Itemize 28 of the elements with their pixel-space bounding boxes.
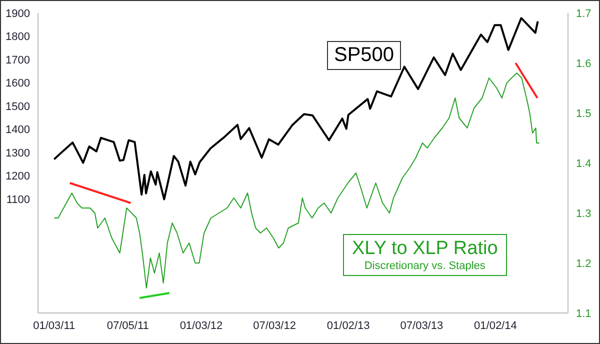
y-tick-label: 1400 [6,124,30,136]
x-tick-label: 07/03/13 [400,320,444,332]
y-tick-label: 1200 [6,170,30,183]
y2-tick-label: 1.5 [576,108,592,120]
y-tick-label: 1100 [6,194,30,206]
x-tick-label: 01/03/12 [180,320,223,332]
line-series [54,72,540,288]
y-tick-label: 1900 [6,8,30,20]
x-tick-label: 07/03/12 [253,320,296,332]
y-tick-label: 1600 [6,78,30,90]
x-tick-label: 01/03/11 [33,320,76,332]
x-tick-label: 01/02/14 [474,320,517,332]
y2-tick-label: 1.3 [576,208,592,220]
y-tick-label: 1700 [6,54,30,66]
annotation: Discretionary vs. Staples [363,260,486,272]
line-series [53,17,539,200]
x-tick-label: 07/05/11 [106,320,149,332]
series-label: XLY to XLP Ratio [352,238,498,260]
y2-tick-label: 1.6 [576,58,592,70]
series-label: SP500 [334,44,394,67]
y-tick-label: 1500 [6,100,30,113]
y2-tick-label: 1.1 [576,308,592,320]
y2-tick-label: 1.2 [576,258,592,270]
y2-tick-label: 1.4 [576,158,592,170]
y-tick-label: 1800 [6,31,30,44]
y-tick-label: 1300 [6,147,30,160]
x-tick-label: 01/02/13 [326,320,370,332]
y2-tick-label: 1.7 [576,8,592,20]
